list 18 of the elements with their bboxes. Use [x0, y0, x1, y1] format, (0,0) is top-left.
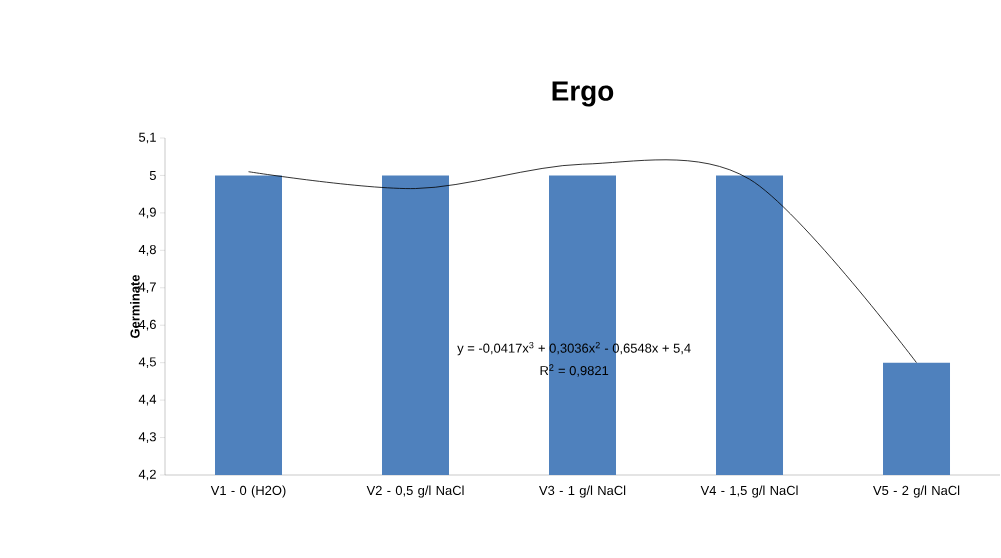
y-tick-label: 4,9	[138, 207, 156, 219]
x-tick-label: V1 - 0 (H2O)	[210, 485, 286, 498]
y-tick-label: 5,1	[138, 132, 156, 144]
y-tick-label: 4,6	[138, 319, 156, 331]
y-tick-label: 4,4	[138, 394, 157, 406]
y-tick-label: 4,2	[138, 469, 156, 481]
y-tick-label: 4,7	[138, 282, 156, 294]
x-tick-label: V2 - 0,5 g/l NaCl	[366, 485, 464, 498]
y-tick-label: 4,8	[138, 244, 156, 256]
y-axis-title: Germinate	[130, 274, 140, 338]
x-tick-label: V5 - 2 g/l NaCl	[873, 485, 960, 498]
y-tick-label: 4,3	[138, 432, 156, 443]
annotation: R$^{2}$ = 0,9821	[540, 364, 609, 377]
chart-title: Ergo	[552, 81, 614, 107]
x-tick-label: V4 - 1,5 g/l NaCl	[700, 485, 798, 498]
y-tick-label: 5	[149, 170, 156, 180]
x-tick-label: V3 - 1 g/l NaCl	[539, 485, 626, 498]
y-tick-label: 4,5	[138, 357, 156, 368]
